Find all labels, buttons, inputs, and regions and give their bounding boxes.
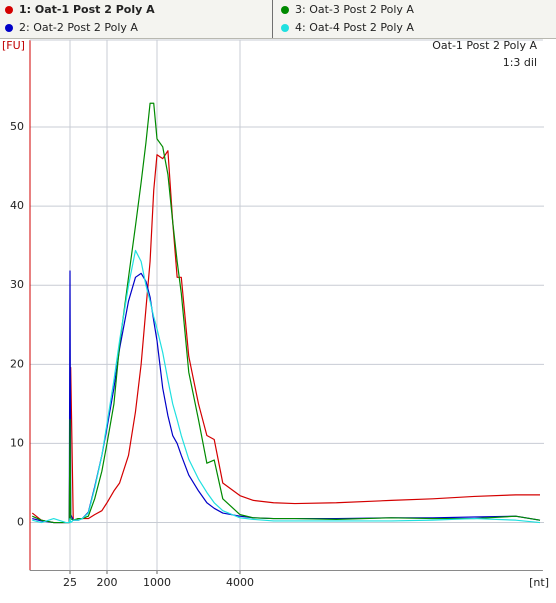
y-tick-label: 20 [10, 357, 24, 370]
legend-label: 4: Oat-4 Post 2 Poly A [295, 21, 414, 34]
legend: 1: Oat-1 Post 2 Poly A 2: Oat-2 Post 2 Po… [5, 3, 414, 34]
x-tick-label: 1000 [143, 576, 171, 589]
legend-label: 1: Oat-1 Post 2 Poly A [19, 3, 155, 16]
y-tick-label: 40 [10, 199, 24, 212]
plot-lines [31, 102, 541, 524]
legend-label: 3: Oat-3 Post 2 Poly A [295, 3, 414, 16]
legend-marker [281, 6, 289, 14]
y-tick-label: 30 [10, 278, 24, 291]
legend-label: 2: Oat-2 Post 2 Poly A [19, 21, 138, 34]
y-axis-label: [FU] [2, 39, 25, 52]
y-tick-label: 10 [10, 436, 24, 449]
x-tick-label: 4000 [226, 576, 254, 589]
axes: 0 10 20 30 40 50 25 200 1000 4000 [10, 39, 543, 589]
legend-marker [281, 24, 289, 32]
y-tick-label: 50 [10, 120, 24, 133]
x-axis-label: [nt] [529, 576, 549, 589]
legend-marker [5, 24, 13, 32]
annotation: Oat-1 Post 2 Poly A [432, 39, 537, 52]
legend-panel [0, 0, 556, 38]
series-line [32, 249, 541, 524]
annotation: 1:3 dil [503, 56, 537, 69]
x-tick-label: 200 [97, 576, 118, 589]
legend-marker [5, 6, 13, 14]
x-tick-label: 25 [63, 576, 77, 589]
y-tick-label: 0 [17, 516, 24, 529]
plot-background [0, 39, 556, 603]
